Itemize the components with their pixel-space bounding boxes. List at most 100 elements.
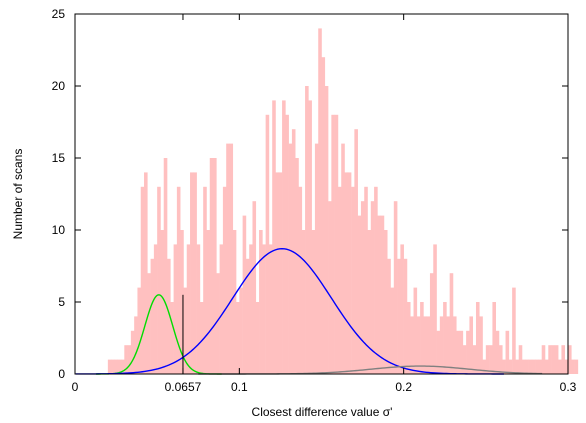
histogram-bar bbox=[508, 359, 513, 374]
histogram-bar bbox=[564, 359, 569, 374]
histogram-bar bbox=[561, 345, 566, 374]
histogram-bar bbox=[492, 302, 496, 374]
histogram-bar bbox=[518, 345, 523, 374]
histogram-bar bbox=[308, 100, 312, 375]
histogram-bar bbox=[383, 230, 388, 374]
histogram-bar bbox=[130, 330, 135, 374]
histogram-bar bbox=[393, 201, 398, 374]
histogram-bar bbox=[521, 359, 526, 374]
histogram-bars bbox=[107, 28, 579, 375]
histogram-bar bbox=[360, 201, 365, 374]
histogram-bar bbox=[374, 186, 378, 374]
histogram-bar bbox=[140, 186, 145, 374]
histogram-bar bbox=[541, 345, 546, 374]
histogram-bar bbox=[406, 302, 411, 374]
histogram-bar bbox=[252, 201, 257, 374]
histogram-bar bbox=[354, 129, 358, 374]
histogram-bar bbox=[121, 359, 125, 374]
histogram-bar bbox=[278, 172, 283, 374]
histogram-bar bbox=[548, 345, 552, 374]
y-tick-label: 5 bbox=[58, 295, 65, 309]
histogram-bar bbox=[495, 330, 500, 374]
histogram-bar bbox=[472, 345, 477, 374]
histogram-bar bbox=[344, 172, 349, 374]
histogram-bar bbox=[456, 330, 460, 374]
histogram-bar bbox=[163, 158, 168, 374]
histogram-bar bbox=[436, 330, 441, 374]
axis-ticks: 0 0.0657 0.1 0.2 0.3 0 5 10 15 20 25 bbox=[52, 7, 577, 394]
histogram-bar bbox=[176, 186, 181, 374]
histogram-bar bbox=[236, 302, 240, 374]
histogram-bar bbox=[413, 287, 418, 374]
histogram-bar bbox=[295, 158, 299, 374]
histogram-bar bbox=[334, 114, 339, 375]
histogram-bar bbox=[107, 359, 112, 374]
histogram-bar bbox=[347, 172, 352, 374]
histogram-bar bbox=[305, 86, 309, 374]
histogram-bar bbox=[420, 302, 424, 374]
histogram-bar bbox=[111, 359, 115, 374]
histogram-bar bbox=[357, 215, 362, 374]
histogram-bar bbox=[114, 359, 119, 374]
histogram-bar bbox=[298, 186, 303, 374]
histogram-bar bbox=[479, 316, 483, 374]
histogram-bar bbox=[485, 345, 490, 374]
histogram-bar bbox=[416, 316, 421, 374]
histogram-bar bbox=[206, 230, 211, 374]
histogram-bar bbox=[318, 28, 322, 375]
histogram-bar bbox=[311, 230, 316, 374]
histogram-bar bbox=[117, 359, 122, 374]
histogram-bar bbox=[216, 273, 220, 374]
histogram-bar bbox=[173, 244, 178, 374]
histogram-bar bbox=[282, 100, 286, 375]
histogram-bar bbox=[134, 316, 138, 374]
histogram-bar bbox=[525, 359, 529, 374]
histogram-bar bbox=[544, 359, 549, 374]
histogram-bar bbox=[426, 316, 431, 374]
histogram-bar bbox=[390, 287, 395, 374]
histogram-bar bbox=[475, 302, 480, 374]
histogram-bar bbox=[515, 359, 519, 374]
histogram-bar bbox=[203, 186, 207, 374]
histogram-bar bbox=[268, 244, 273, 374]
histogram-bar bbox=[180, 230, 184, 374]
histogram-bar bbox=[213, 158, 217, 374]
histogram-bar bbox=[331, 114, 335, 375]
histogram-bar bbox=[469, 316, 473, 374]
histogram-bar bbox=[351, 186, 355, 374]
y-tick-label: 15 bbox=[52, 151, 66, 165]
plot-frame-rect bbox=[74, 13, 569, 375]
histogram-bar bbox=[272, 100, 276, 375]
histogram-bar bbox=[239, 287, 243, 374]
histogram-bar bbox=[160, 230, 165, 374]
y-tick-label: 25 bbox=[52, 7, 66, 21]
histogram-bar bbox=[498, 345, 503, 374]
histogram-bar bbox=[423, 316, 427, 374]
histogram-bar bbox=[193, 172, 197, 374]
x-axis-label: Closest difference value σ' bbox=[252, 405, 393, 419]
histogram-bar bbox=[183, 287, 188, 374]
histogram-bar bbox=[502, 359, 506, 374]
histogram-bar bbox=[153, 244, 158, 374]
histogram-bar bbox=[433, 244, 437, 374]
histogram-bar bbox=[137, 287, 142, 374]
histogram-bar bbox=[528, 359, 533, 374]
histogram-bar bbox=[387, 258, 391, 374]
histogram-bar bbox=[568, 345, 572, 374]
histogram-bar bbox=[449, 273, 454, 374]
histogram-bar bbox=[321, 57, 326, 374]
histogram-bar bbox=[446, 316, 450, 374]
histogram-bar bbox=[288, 143, 293, 374]
histogram-bar bbox=[377, 215, 381, 374]
histogram-bar bbox=[462, 345, 467, 374]
histogram-bar bbox=[209, 158, 214, 374]
histogram-bar bbox=[186, 244, 191, 374]
histogram-bar bbox=[439, 316, 444, 374]
histogram-bar bbox=[196, 244, 201, 374]
histogram-bar bbox=[199, 302, 204, 374]
histogram-bar bbox=[127, 345, 132, 374]
histogram-bar bbox=[245, 258, 250, 374]
histogram-bar bbox=[226, 143, 230, 374]
plot-frame bbox=[74, 13, 569, 375]
histogram-bar bbox=[538, 359, 543, 374]
